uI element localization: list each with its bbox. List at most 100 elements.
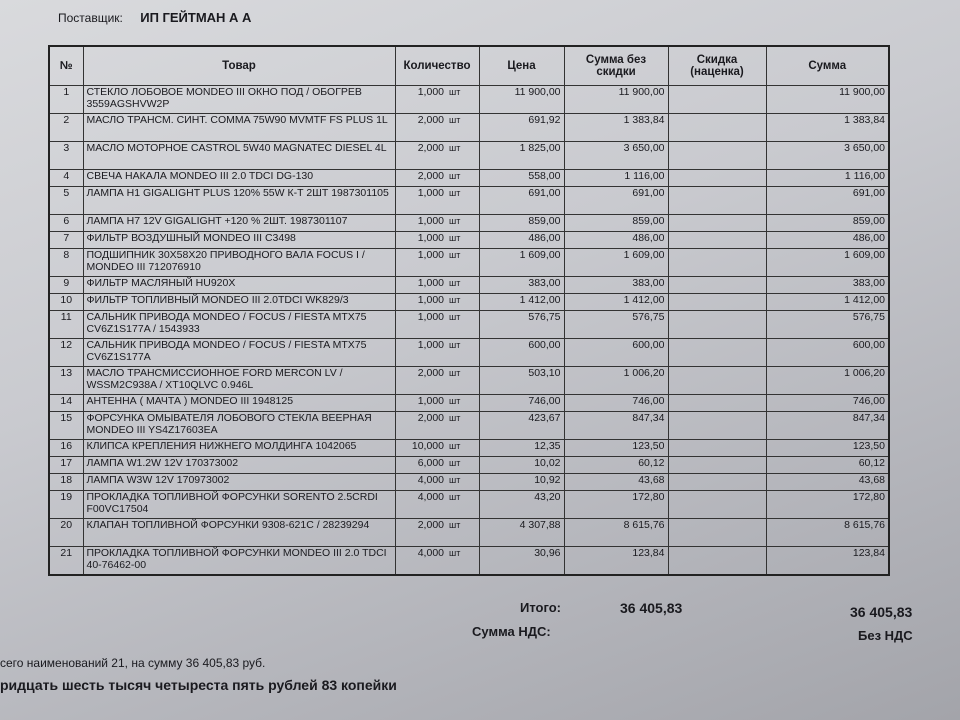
row-discount (667, 169, 767, 187)
row-unit: шт (447, 439, 480, 457)
table-row: 2 МАСЛО ТРАНСМ. СИНТ. COMMA 75W90 MVMTF F… (48, 113, 890, 142)
row-qty: 1,000 (394, 276, 447, 294)
row-item: МАСЛО ТРАНСМИССИОННОЕ FORD MERCON LV / W… (82, 366, 396, 395)
row-item: САЛЬНИК ПРИВОДА MONDEO / FOCUS / FIESTA … (82, 310, 396, 339)
row-sum: 43,68 (765, 473, 890, 491)
invoice-table: № Товар Количество Цена Сумма без скидки… (48, 45, 890, 576)
row-num: 12 (48, 338, 84, 367)
row-sum-no-discount: 859,00 (563, 214, 669, 232)
table-row: 15 ФОРСУНКА ОМЫВАТЕЛЯ ЛОБОВОГО СТЕКЛА ВЕЕ… (48, 411, 890, 440)
row-sum-no-discount: 1 116,00 (563, 169, 669, 187)
row-num: 8 (48, 248, 84, 277)
table-row: 9 ФИЛЬТР МАСЛЯНЫЙ HU920X 1,000 шт 383,00 383,… (48, 276, 890, 294)
row-sum-no-discount: 8 615,76 (563, 518, 669, 547)
row-num: 5 (48, 186, 84, 215)
row-unit: шт (447, 456, 480, 474)
row-discount (667, 113, 767, 142)
row-sum: 691,00 (765, 186, 890, 215)
row-item: ФИЛЬТР ТОПЛИВНЫЙ MONDEO III 2.0TDCI WK82… (82, 293, 396, 311)
row-qty: 2,000 (394, 141, 447, 170)
row-qty: 2,000 (394, 518, 447, 547)
table-row: 10 ФИЛЬТР ТОПЛИВНЫЙ MONDEO III 2.0TDCI WK… (48, 293, 890, 311)
row-num: 20 (48, 518, 84, 547)
row-sum: 1 006,20 (765, 366, 890, 395)
table-row: 18 ЛАМПА W3W 12V 170973002 4,000 шт 10,92 43,… (48, 473, 890, 491)
row-price: 486,00 (478, 231, 565, 249)
row-price: 691,92 (478, 113, 565, 142)
row-discount (667, 141, 767, 170)
table-row: 4 СВЕЧА НАКАЛА MONDEO III 2.0 TDCI DG-130… (48, 169, 890, 187)
row-unit: шт (447, 85, 480, 114)
table-row: 6 ЛАМПА H7 12V GIGALIGHT +120 % 2ШТ. 1987… (48, 214, 890, 232)
row-sum: 1 609,00 (765, 248, 890, 277)
header-discount: Скидка (наценка) (667, 45, 767, 86)
row-price: 423,67 (478, 411, 565, 440)
row-sum-no-discount: 123,50 (563, 439, 669, 457)
row-discount (667, 439, 767, 457)
row-sum: 847,34 (765, 411, 890, 440)
row-price: 30,96 (478, 546, 565, 576)
row-num: 4 (48, 169, 84, 187)
row-sum: 60,12 (765, 456, 890, 474)
count-line: сего наименований 21, на сумму 36 405,83… (0, 656, 266, 670)
row-discount (667, 310, 767, 339)
row-sum: 1 383,84 (765, 113, 890, 142)
row-price: 1 412,00 (478, 293, 565, 311)
vat-label: Сумма НДС: (472, 624, 551, 639)
row-sum: 859,00 (765, 214, 890, 232)
row-sum-no-discount: 691,00 (563, 186, 669, 215)
total-no-discount: 36 405,83 (620, 600, 683, 616)
row-num: 18 (48, 473, 84, 491)
row-price: 503,10 (478, 366, 565, 395)
row-item: СТЕКЛО ЛОБОВОЕ MONDEO III ОКНО ПОД / ОБО… (82, 85, 396, 114)
row-sum: 600,00 (765, 338, 890, 367)
row-discount (667, 338, 767, 367)
row-discount (667, 248, 767, 277)
row-num: 10 (48, 293, 84, 311)
row-num: 11 (48, 310, 84, 339)
row-price: 383,00 (478, 276, 565, 294)
row-qty: 1,000 (394, 248, 447, 277)
row-sum-no-discount: 600,00 (563, 338, 669, 367)
row-unit: шт (447, 141, 480, 170)
row-item: ЛАМПА H7 12V GIGALIGHT +120 % 2ШТ. 19873… (82, 214, 396, 232)
row-unit: шт (447, 473, 480, 491)
row-qty: 1,000 (394, 231, 447, 249)
row-unit: шт (447, 310, 480, 339)
row-item: МАСЛО ТРАНСМ. СИНТ. COMMA 75W90 MVMTF FS… (82, 113, 396, 142)
row-sum-no-discount: 1 609,00 (563, 248, 669, 277)
row-qty: 2,000 (394, 366, 447, 395)
table-header: № Товар Количество Цена Сумма без скидки… (48, 45, 890, 86)
table-row: 5 ЛАМПА H1 GIGALIGHT PLUS 120% 55W К-Т 2Ш… (48, 186, 890, 215)
row-sum: 1 412,00 (765, 293, 890, 311)
row-unit: шт (447, 490, 480, 519)
row-item: ЛАМПА H1 GIGALIGHT PLUS 120% 55W К-Т 2ШТ… (82, 186, 396, 215)
row-unit: шт (447, 394, 480, 412)
row-sum-no-discount: 1 412,00 (563, 293, 669, 311)
table-row: 3 МАСЛО МОТОРНОЕ CASTROL 5W40 MAGNATEC DI… (48, 141, 890, 170)
row-sum: 383,00 (765, 276, 890, 294)
row-price: 11 900,00 (478, 85, 565, 114)
row-price: 558,00 (478, 169, 565, 187)
row-qty: 1,000 (394, 293, 447, 311)
row-price: 10,02 (478, 456, 565, 474)
row-unit: шт (447, 546, 480, 576)
row-item: КЛИПСА КРЕПЛЕНИЯ НИЖНЕГО МОЛДИНГА 104206… (82, 439, 396, 457)
row-discount (667, 366, 767, 395)
row-sum-no-discount: 60,12 (563, 456, 669, 474)
header-price: Цена (478, 45, 565, 86)
row-item: ПОДШИПНИК 30X58X20 ПРИВОДНОГО ВАЛА FOCUS… (82, 248, 396, 277)
table-row: 1 СТЕКЛО ЛОБОВОЕ MONDEO III ОКНО ПОД / ОБ… (48, 85, 890, 114)
row-qty: 2,000 (394, 169, 447, 187)
row-price: 1 825,00 (478, 141, 565, 170)
table-row: 13 МАСЛО ТРАНСМИССИОННОЕ FORD MERCON LV /… (48, 366, 890, 395)
table-row: 7 ФИЛЬТР ВОЗДУШНЫЙ MONDEO III C3498 1,000 ш… (48, 231, 890, 249)
table-row: 20 КЛАПАН ТОПЛИВНОЙ ФОРСУНКИ 9308-621C / … (48, 518, 890, 547)
row-qty: 4,000 (394, 490, 447, 519)
row-sum-no-discount: 1 383,84 (563, 113, 669, 142)
supplier-label: Поставщик: (58, 11, 123, 25)
row-price: 4 307,88 (478, 518, 565, 547)
row-sum-no-discount: 847,34 (563, 411, 669, 440)
header-sum-no-discount: Сумма без скидки (563, 45, 669, 86)
supplier: Поставщик: ИП ГЕЙТМАН А А (58, 10, 251, 25)
